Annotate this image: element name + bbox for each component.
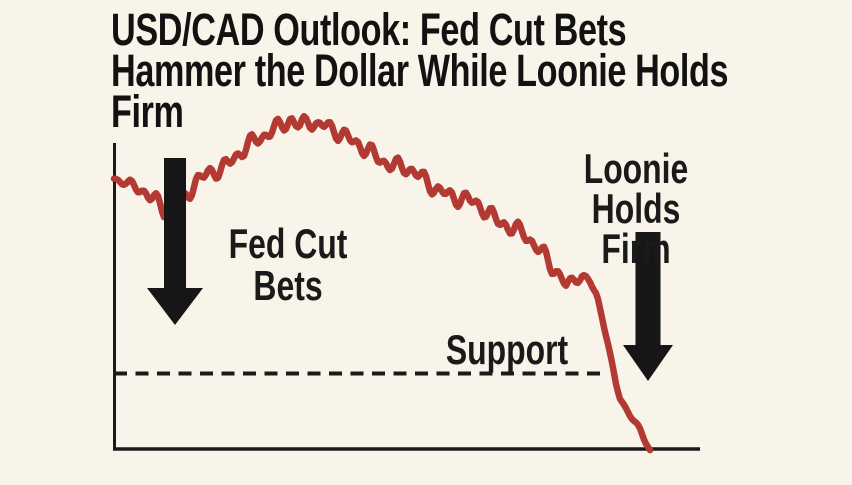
fed-cut-down-arrow-icon [147, 158, 203, 325]
loonie-down-arrow-icon [623, 232, 673, 381]
fed-cut-bets-label: Fed Cut Bets [228, 220, 348, 309]
loonie-holds-firm-label: Loonie Holds Firm [583, 145, 689, 272]
usdcad-price-line [110, 112, 654, 454]
support-label: Support [445, 326, 569, 373]
page-title: USD/CAD Outlook: Fed Cut Bets Hammer the… [111, 4, 729, 137]
